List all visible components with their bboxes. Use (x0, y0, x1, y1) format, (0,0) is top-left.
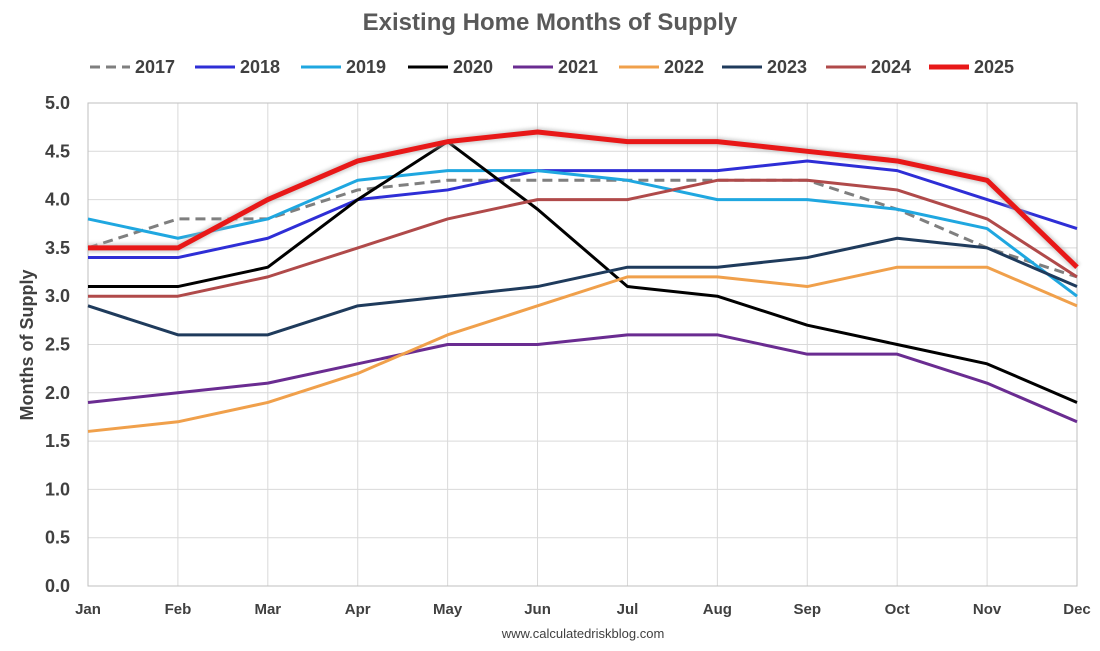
y-tick-label: 0.0 (45, 576, 70, 596)
legend-label: 2022 (664, 57, 704, 77)
y-tick-label: 4.0 (45, 190, 70, 210)
y-tick-label: 2.0 (45, 383, 70, 403)
x-tick-label: Mar (254, 601, 281, 618)
y-axis-label: Months of Supply (17, 270, 37, 421)
x-axis-ticks: Jan Feb Mar Apr May Jun Jul Aug Sep Oct Nov Dec (75, 601, 1091, 618)
x-tick-label: May (433, 601, 463, 618)
series-2020 (88, 140, 1078, 404)
x-tick-label: Sep (794, 601, 822, 618)
legend-label: 2018 (240, 57, 280, 77)
series-line (87, 236, 1078, 337)
chart-title: Existing Home Months of Supply (363, 9, 738, 36)
series-2024 (88, 178, 1078, 298)
series-line (88, 178, 1078, 298)
series-2023 (87, 236, 1078, 337)
series-line (87, 169, 1078, 298)
series-line (88, 159, 1078, 260)
y-tick-label: 3.0 (45, 286, 70, 306)
plot-area (87, 102, 1078, 587)
series-line (88, 140, 1078, 404)
legend-item-2021: 2021 (513, 57, 598, 77)
series-2022 (87, 265, 1078, 433)
x-tick-label: Jun (524, 601, 551, 618)
x-tick-label: Jul (617, 601, 639, 618)
legend-item-2022: 2022 (619, 57, 704, 77)
series-line (87, 265, 1078, 433)
y-tick-label: 5.0 (45, 93, 70, 113)
series-lines (87, 127, 1081, 433)
legend-item-2024: 2024 (826, 57, 911, 77)
legend-label: 2023 (767, 57, 807, 77)
y-tick-label: 1.0 (45, 479, 70, 499)
legend: 2017 2018 2019 2020 2021 2022 2023 2024 2025 (90, 57, 1014, 77)
legend-item-2023: 2023 (722, 57, 807, 77)
series-line (87, 333, 1078, 424)
legend-item-2018: 2018 (195, 57, 280, 77)
legend-label: 2021 (558, 57, 598, 77)
series-2018 (88, 159, 1078, 260)
y-tick-label: 3.5 (45, 238, 70, 258)
x-tick-label: Oct (885, 601, 910, 618)
series-line (88, 129, 1079, 270)
legend-label: 2017 (135, 57, 175, 77)
x-tick-label: Jan (75, 601, 101, 618)
x-tick-label: Apr (345, 601, 371, 618)
series-2021 (87, 333, 1078, 424)
x-tick-label: Dec (1063, 601, 1091, 618)
y-tick-label: 0.5 (45, 528, 70, 548)
legend-label: 2025 (974, 57, 1014, 77)
legend-item-2020: 2020 (408, 57, 493, 77)
legend-item-2017: 2017 (90, 57, 175, 77)
y-tick-label: 1.5 (45, 431, 70, 451)
y-axis-ticks: 0.0 0.5 1.0 1.5 2.0 2.5 3.0 3.5 4.0 4.5 5.0 (45, 93, 70, 596)
legend-item-2025: 2025 (929, 57, 1014, 77)
legend-label: 2020 (453, 57, 493, 77)
y-tick-label: 4.5 (45, 141, 70, 161)
x-tick-label: Aug (703, 601, 732, 618)
series-2019 (87, 169, 1078, 298)
legend-item-2019: 2019 (301, 57, 386, 77)
x-tick-label: Feb (165, 601, 192, 618)
legend-label: 2019 (346, 57, 386, 77)
source-credit: www.calculatedriskblog.com (501, 626, 665, 641)
series-2025 (88, 127, 1081, 271)
series-2017 (87, 178, 1078, 279)
legend-label: 2024 (871, 57, 911, 77)
series-line (87, 178, 1078, 279)
x-tick-label: Nov (973, 601, 1002, 618)
y-tick-label: 2.5 (45, 335, 70, 355)
